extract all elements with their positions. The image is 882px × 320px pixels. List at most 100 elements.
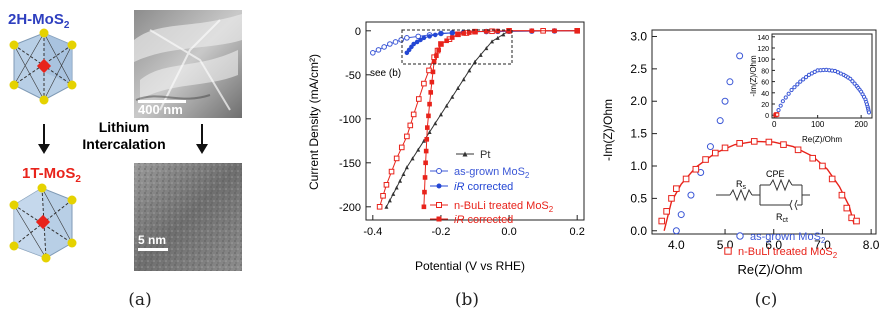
legend-label: iR corrected	[454, 214, 513, 226]
data-point	[843, 204, 851, 212]
scale-label-top: 400 nm	[138, 102, 183, 117]
data-point	[432, 32, 438, 38]
data-point	[726, 78, 734, 86]
data-point	[444, 38, 449, 44]
y-tick-label: 1.0	[630, 159, 647, 173]
data-point	[383, 182, 390, 188]
data-point	[404, 50, 410, 56]
inset-point	[848, 76, 853, 81]
data-point	[672, 227, 680, 235]
x-tick-label: 4.0	[668, 238, 685, 252]
tem-image: 5 nm	[134, 163, 242, 271]
x-tick-label: 6.0	[765, 238, 782, 252]
intercalation-line-1: Lithium	[99, 119, 150, 135]
data-point	[436, 47, 441, 53]
data-point	[702, 156, 709, 163]
data-point	[410, 111, 417, 118]
data-point	[794, 146, 802, 154]
inset-point	[792, 85, 797, 90]
data-point	[838, 191, 846, 199]
data-point	[736, 52, 744, 60]
inset-y-tick-label: 0	[765, 113, 769, 120]
scale-bar-bottom	[138, 248, 168, 251]
data-point	[721, 97, 729, 105]
legend-marker	[736, 232, 744, 240]
y-tick-label: 0.5	[630, 191, 647, 205]
data-point	[423, 148, 429, 154]
chart-b-ylabel: Current Density (mA/cm²)	[307, 54, 321, 190]
data-point	[433, 121, 438, 126]
series-line-5	[423, 30, 578, 207]
legend-marker	[436, 202, 442, 208]
data-point	[449, 35, 455, 40]
data-point	[434, 53, 439, 59]
title-1t-mos2: 1T-MoS2	[22, 165, 81, 185]
data-point	[552, 28, 557, 34]
data-point	[438, 112, 443, 117]
inset-frame	[771, 33, 873, 119]
data-point	[692, 165, 700, 173]
inset-point	[789, 87, 794, 93]
data-point	[376, 204, 383, 210]
inset-x-tick-label: 0	[772, 120, 777, 129]
data-point	[716, 117, 724, 125]
data-point	[410, 156, 415, 161]
legend-label: n-BuLi treated MoS2	[738, 246, 838, 260]
see-b-annotation: see (b)	[370, 68, 401, 79]
inset-point	[798, 79, 803, 84]
legend-label: n-BuLi treated MoS2	[454, 200, 554, 214]
data-point	[712, 149, 719, 157]
data-point	[780, 141, 787, 148]
scale-label-bottom: 5 nm	[138, 233, 166, 247]
data-point	[426, 113, 431, 119]
legend-marker	[436, 216, 442, 222]
data-point	[398, 37, 404, 43]
data-point	[415, 96, 422, 102]
legend-label: Pt	[480, 149, 490, 161]
caption-b: (b)	[454, 290, 480, 310]
x-tick-label: -0.2	[431, 226, 450, 238]
data-point	[394, 185, 399, 190]
data-point	[450, 94, 455, 99]
chart-b-xlabel: Potential (V vs RHE)	[415, 259, 525, 273]
inset-x-tick-label: 200	[854, 120, 868, 129]
data-point	[431, 59, 437, 64]
data-point	[484, 46, 489, 51]
data-point	[853, 217, 860, 225]
data-point	[455, 86, 460, 90]
y-tick-label: -200	[339, 202, 361, 214]
data-point	[393, 155, 400, 162]
data-point	[484, 29, 489, 34]
circuit-cpe-label: CPE	[766, 169, 785, 179]
chart-c: 4.0 5.0 6.0 7.0 8.00.00.51.01.52.02.53.0 -Im…	[601, 29, 880, 277]
data-point	[380, 193, 386, 199]
data-point	[682, 175, 690, 183]
circuit-rct-label: Rct	[776, 212, 788, 224]
x-tick-label: 0.0	[501, 226, 516, 238]
data-point	[495, 35, 500, 40]
y-tick-label: -100	[339, 114, 361, 126]
data-point	[809, 154, 816, 162]
legend-marker	[724, 247, 732, 255]
inset-point	[775, 112, 780, 117]
data-point	[398, 178, 403, 183]
data-point	[819, 162, 826, 170]
data-point	[828, 175, 836, 183]
data-point	[381, 44, 387, 50]
data-point	[421, 35, 427, 41]
data-point	[501, 32, 506, 37]
chart-c-xlabel: Re(Z)/Ohm	[738, 262, 803, 277]
chart-c-ylabel: -Im(Z)/Ohm	[601, 99, 615, 161]
crystal-2h-icon	[9, 28, 77, 105]
y-tick-label: 3.0	[630, 29, 647, 43]
y-tick-label: -50	[345, 70, 361, 82]
data-point	[416, 147, 421, 152]
title-2h-mos2: 2H-MoS2	[8, 11, 70, 31]
inset-y-tick-label: 20	[761, 102, 769, 109]
caption-c: (c)	[754, 290, 778, 310]
inset-point	[783, 95, 788, 100]
inset-point	[786, 91, 791, 96]
legend-marker	[436, 183, 442, 189]
